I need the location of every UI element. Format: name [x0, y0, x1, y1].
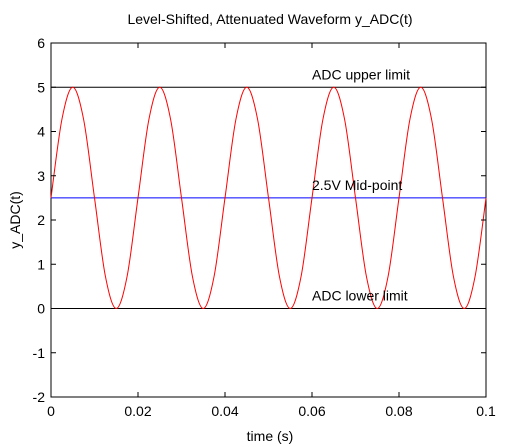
x-tick-label: 0 — [47, 403, 55, 419]
y-tick-label: -1 — [33, 345, 46, 361]
y-tick-label: 2 — [37, 212, 45, 228]
x-tick-label: 0.08 — [385, 403, 412, 419]
chart-title: Level-Shifted, Attenuated Waveform y_ADC… — [127, 11, 412, 27]
x-tick-label: 0.06 — [298, 403, 325, 419]
reference-label-1: 2.5V Mid-point — [312, 177, 402, 193]
x-tick-label: 0.02 — [124, 403, 151, 419]
x-tick-label: 0.1 — [476, 403, 496, 419]
y-tick-label: 0 — [37, 301, 45, 317]
y-tick-label: 4 — [37, 124, 45, 140]
y-tick-label: 1 — [37, 256, 45, 272]
y-tick-label: -2 — [33, 389, 46, 405]
reference-label-0: ADC upper limit — [312, 66, 410, 82]
plot-area — [50, 42, 487, 398]
reference-label-2: ADC lower limit — [312, 288, 408, 304]
y-tick-label: 5 — [37, 79, 45, 95]
y-axis: -2 -1 0 1 2 3 4 5 6 — [33, 35, 486, 405]
series-line-0 — [50, 86, 487, 310]
x-axis-label: time (s) — [247, 428, 294, 444]
x-axis: 0 0.02 0.04 0.06 0.08 0.1 — [47, 43, 496, 419]
x-tick-label: 0.04 — [211, 403, 238, 419]
reference-labels: ADC upper limit 2.5V Mid-point ADC lower l… — [312, 66, 410, 303]
y-axis-label: y_ADC(t) — [7, 191, 23, 249]
series-layer — [50, 86, 487, 310]
y-tick-label: 3 — [37, 168, 45, 184]
y-tick-label: 6 — [37, 35, 45, 51]
